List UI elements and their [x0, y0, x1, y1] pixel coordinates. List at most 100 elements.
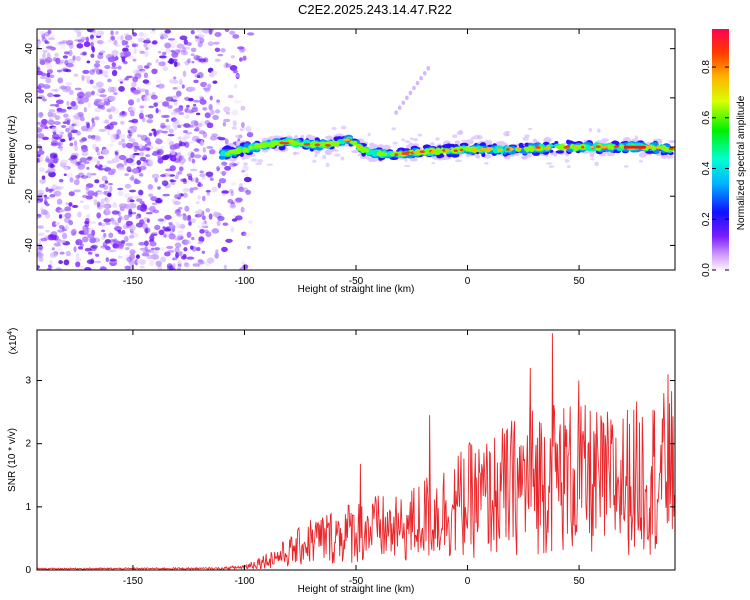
spectrogram-axes: -150 -100 -50 0 50 -40 -20 0 20 40 — [24, 29, 675, 287]
noise-speck — [145, 89, 149, 96]
noise-speck — [116, 129, 122, 136]
noise-speck — [176, 267, 181, 270]
noise-speck — [41, 175, 46, 180]
noise-speck — [51, 112, 57, 118]
noise-speck — [169, 144, 178, 151]
noise-speck — [150, 247, 155, 251]
colorbar-tick-label: 0.6 — [701, 110, 712, 124]
noise-speck — [83, 228, 89, 236]
streak-speck — [412, 85, 416, 91]
noise-speck — [212, 114, 219, 120]
noise-speck — [204, 87, 211, 93]
noise-speck — [217, 215, 225, 221]
noise-speck — [182, 192, 188, 198]
noise-speck — [40, 123, 48, 129]
noise-speck — [43, 198, 48, 205]
noise-speck — [181, 239, 190, 245]
noise-speck — [151, 250, 159, 255]
noise-speck — [185, 131, 193, 135]
noise-speck — [164, 29, 172, 34]
noise-speck — [123, 214, 130, 221]
faint-speck — [239, 128, 244, 132]
noise-speck — [179, 35, 188, 41]
noise-speck — [201, 221, 205, 226]
noise-speck — [98, 167, 105, 171]
noise-speck — [55, 103, 60, 108]
noise-speck — [91, 229, 96, 236]
noise-speck — [132, 76, 139, 83]
noise-speck — [186, 217, 191, 222]
ridge-hotspot — [471, 148, 477, 152]
noise-speck — [169, 154, 173, 161]
noise-speck — [160, 146, 165, 149]
ridge-hotspot — [563, 146, 570, 149]
ridge-hotspot — [404, 151, 411, 154]
ridge-hotspot — [668, 147, 674, 151]
spectrogram-y-tick-label: -40 — [24, 238, 35, 253]
noise-speck — [165, 168, 173, 172]
noise-speck — [155, 129, 164, 134]
noise-speck — [81, 74, 85, 81]
noise-speck — [92, 143, 97, 150]
noise-speck — [38, 245, 44, 250]
noise-speck — [198, 58, 207, 63]
noise-speck — [138, 31, 144, 37]
noise-speck — [111, 210, 120, 215]
noise-speck — [209, 177, 214, 181]
noise-speck — [104, 102, 110, 107]
noise-speck — [168, 128, 174, 134]
noise-speck — [130, 87, 136, 91]
noise-speck — [89, 125, 94, 130]
ridge-blob — [611, 140, 620, 145]
noise-speck — [195, 112, 201, 116]
noise-speck — [170, 117, 177, 123]
noise-speck — [207, 41, 214, 47]
noise-speck — [58, 214, 63, 219]
noise-speck — [229, 203, 237, 209]
spectrogram-x-label: Height of straight line (km) — [298, 284, 415, 295]
noise-speck — [146, 119, 154, 124]
noise-speck — [37, 83, 45, 88]
noise-speck — [73, 140, 78, 147]
noise-speck — [208, 104, 213, 111]
faint-speck — [257, 159, 264, 163]
noise-speck — [171, 95, 179, 99]
noise-speck — [198, 236, 205, 243]
ridge-hotspot — [314, 143, 321, 147]
noise-speck — [238, 47, 246, 52]
noise-speck — [48, 117, 53, 124]
faint-speck — [623, 165, 629, 168]
noise-speck — [47, 267, 52, 270]
noise-speck — [157, 150, 161, 155]
faint-speck — [588, 127, 592, 133]
noise-speck — [42, 52, 46, 59]
noise-speck — [104, 119, 109, 124]
noise-speck — [103, 98, 111, 104]
noise-speck — [238, 186, 245, 192]
ridge-hotspot — [545, 146, 552, 150]
colorbar-tick-label: 0.8 — [701, 60, 712, 74]
noise-speck — [121, 143, 127, 149]
faint-speck — [527, 127, 533, 131]
noise-speck — [150, 196, 158, 202]
noise-speck — [118, 155, 127, 161]
noise-speck — [42, 98, 47, 102]
noise-speck — [107, 39, 113, 43]
noise-speck — [94, 107, 102, 113]
noise-speck — [143, 39, 151, 44]
noise-speck — [117, 243, 124, 249]
noise-speck — [195, 177, 199, 184]
noise-speck — [162, 193, 170, 197]
ridge-blob — [555, 150, 565, 154]
noise-speck — [97, 88, 106, 94]
noise-speck — [104, 65, 111, 70]
faint-speck — [322, 154, 327, 160]
noise-speck — [143, 65, 150, 69]
streak-speck — [405, 95, 409, 101]
noise-speck — [140, 134, 148, 142]
noise-speck — [224, 138, 229, 145]
noise-speck — [65, 39, 74, 46]
noise-speck — [200, 81, 208, 88]
noise-speck — [60, 239, 67, 243]
noise-speck — [193, 54, 200, 61]
